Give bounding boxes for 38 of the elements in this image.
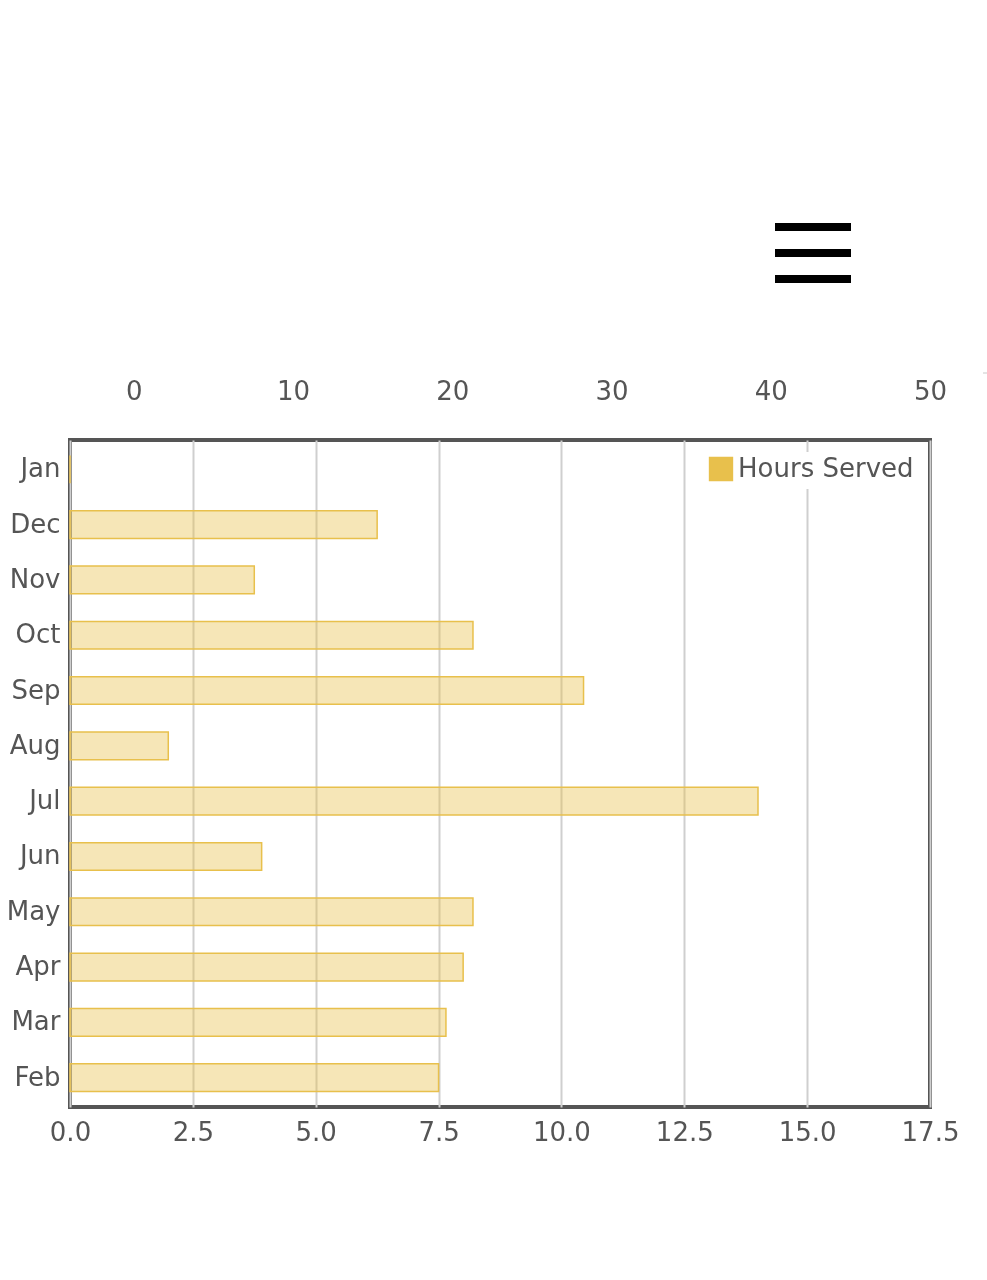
- x-tick-label: 12.5: [655, 1116, 714, 1147]
- bar: [69, 897, 474, 927]
- bar: [69, 1063, 440, 1093]
- x-tick-label: 5.0: [295, 1116, 337, 1147]
- x-tick-label: 0.0: [49, 1116, 92, 1147]
- x-tick-label: 7.5: [418, 1116, 460, 1147]
- y-tick-label: Aug: [9, 729, 61, 760]
- x-tick-label: 2.5: [172, 1116, 215, 1147]
- x-tick-label: 15.0: [778, 1116, 837, 1147]
- x2-tick-label: 20: [436, 375, 470, 406]
- bar: [69, 841, 263, 872]
- y-tick-label: Sep: [11, 674, 61, 705]
- legend-label: Hours Served: [738, 453, 914, 483]
- bar: [69, 675, 585, 706]
- bar: [69, 731, 170, 761]
- x2-tick-label: 10: [276, 375, 311, 406]
- bar: [69, 786, 759, 816]
- y-tick-label: Jul: [27, 785, 61, 816]
- bar: [69, 620, 474, 650]
- bar: [69, 565, 256, 595]
- y-tick-label: Nov: [9, 563, 61, 594]
- y-tick-label: Dec: [10, 508, 61, 539]
- x-tick-label: 17.5: [901, 1116, 960, 1147]
- x2-tick-label: 0: [125, 375, 143, 406]
- bar: [69, 1007, 447, 1037]
- x2-tick-label: 40: [754, 375, 788, 406]
- x2-tick-label: 50: [913, 375, 948, 406]
- y-tick-label: Feb: [14, 1061, 61, 1092]
- y-tick-label: Mar: [11, 1006, 61, 1037]
- bar: [69, 952, 464, 982]
- y-tick-label: May: [6, 895, 61, 926]
- y-tick-label: Jun: [17, 840, 61, 871]
- x2-tick-label: 30: [595, 375, 629, 406]
- x-tick-label: 10.0: [532, 1116, 591, 1147]
- y-tick-label: Oct: [15, 619, 61, 650]
- y-tick-label: Jan: [18, 453, 61, 484]
- bar: [69, 510, 378, 540]
- y-tick-label: Apr: [15, 951, 61, 982]
